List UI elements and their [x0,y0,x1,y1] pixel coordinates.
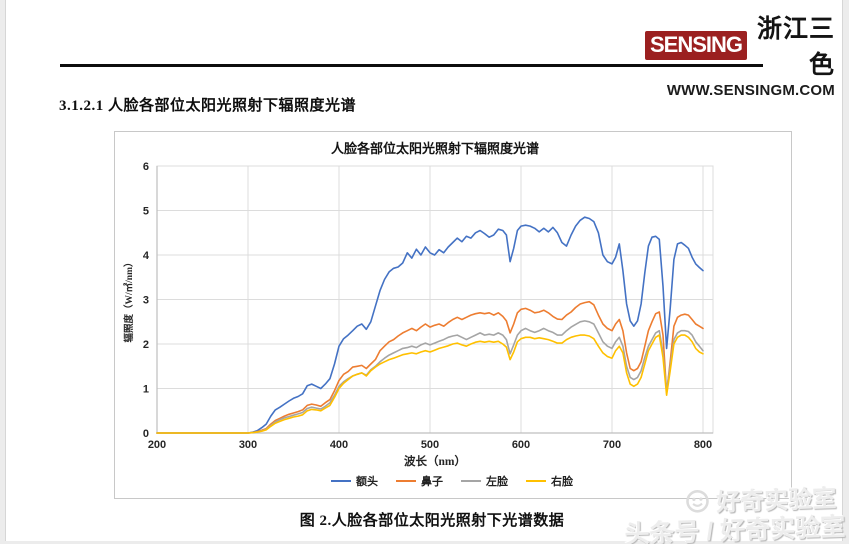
series-line-2 [156,320,704,434]
x-tick-label: 500 [421,439,439,451]
chart-legend: 额头 鼻子 左脸 右脸 [115,473,789,489]
legend-item-2: 左脸 [461,473,508,489]
x-tick-label: 800 [694,439,712,451]
watermark-line1: 好奇实验室 [623,483,837,521]
logo-website: WWW.SENSINGM.COM [666,82,835,99]
company-logo: SENSING 浙江三色 WWW.SENSINGM.COM [645,9,835,99]
x-tick-label: 700 [603,439,621,451]
legend-line-swatch [461,480,481,482]
y-axis-title: 辐照度（W/㎡/nm） [123,258,135,343]
legend-label: 右脸 [551,476,573,488]
x-tick-label: 300 [239,439,257,451]
legend-item-1: 鼻子 [396,473,443,489]
legend-label: 左脸 [486,476,508,488]
figure-caption: 图 2.人脸各部位太阳光照射下光谱数据 [299,513,565,529]
x-tick-label: 200 [148,439,166,451]
watermark-line1-text: 好奇实验室 [716,484,837,517]
section-title: 3.1.2.1 人脸各部位太阳光照射下辐照度光谱 [59,98,357,114]
y-tick-label: 6 [143,161,149,173]
sensing-logo-badge: SENSING [645,30,748,60]
legend-item-3: 右脸 [526,473,573,489]
y-tick-label: 3 [143,295,149,307]
page-edge-bottom [0,541,849,544]
smiley-face-icon [684,488,711,520]
axis-ticks: 0 1 2 3 4 5 6 200 300 400 500 600 700 800 [143,161,712,451]
watermark: 好奇实验室 头条号 / 好奇实验室 [623,483,846,544]
gridlines [156,165,714,434]
series-line-3 [156,334,704,434]
y-tick-label: 5 [143,206,149,218]
series-line-0 [156,216,704,434]
series-lines [156,216,704,434]
watermark-line2: 头条号 / 好奇实验室 [624,513,846,544]
legend-line-swatch [526,480,546,482]
legend-line-swatch [396,480,416,482]
y-tick-label: 4 [143,250,150,262]
x-tick-label: 600 [512,439,530,451]
y-tick-label: 1 [143,384,149,396]
legend-label: 鼻子 [421,476,443,488]
page-edge-right [842,0,849,544]
spectral-irradiance-chart: 0 1 2 3 4 5 6 200 300 400 500 600 700 800 人脸各部位太阳光照射下… [123,141,714,468]
x-tick-label: 400 [330,439,348,451]
y-tick-label: 0 [143,428,149,440]
chart-title: 人脸各部位太阳光照射下辐照度光谱 [331,141,539,156]
series-line-1 [156,300,704,434]
legend-label: 额头 [356,476,378,488]
legend-item-0: 额头 [331,473,378,489]
header-divider [60,64,763,67]
x-axis-title: 波长（nm） [404,454,466,468]
page-edge-left [0,0,6,544]
y-tick-label: 2 [143,339,149,351]
logo-chinese-name: 浙江三色 [756,15,835,79]
spectral-chart-frame: 0 1 2 3 4 5 6 200 300 400 500 600 700 800 人脸各部位太阳光照射下… [114,131,792,499]
legend-line-swatch [331,480,351,482]
